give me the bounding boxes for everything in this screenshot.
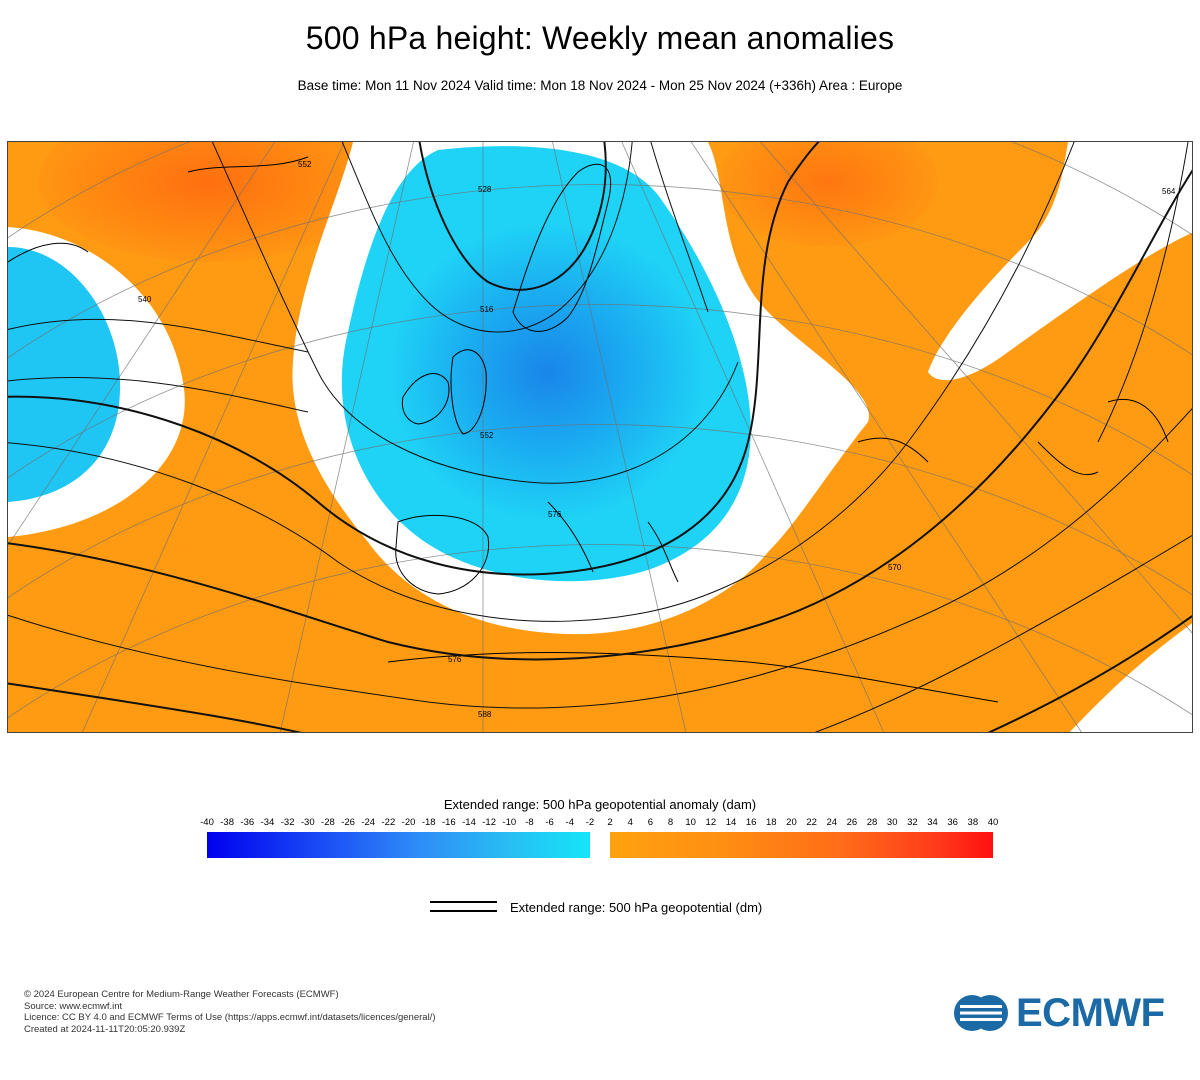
colorbar-ticks: -40 -38 -36 -34 -32 -30 -28 -26 -24 -22 -20 -18 -16-… (0, 817, 1200, 829)
colorbar-tick-label: -4 (565, 817, 574, 828)
contour-label: 552 (480, 431, 494, 440)
colorbar-tick-label: -18 (421, 817, 436, 828)
credit-line: Licence: CC BY 4.0 and ECMWF Terms of Us… (24, 1012, 436, 1023)
colorbar-tick-label: -24 (361, 817, 376, 828)
contour-label: 516 (480, 305, 494, 314)
colorbar-tick-label: 22 (806, 817, 817, 828)
contour-legend-label: Extended range: 500 hPa geopotential (dm… (510, 900, 763, 915)
page-title: 500 hPa height: Weekly mean anomalies (305, 20, 895, 56)
ecmwf-logo: ECMWF (952, 991, 1182, 1035)
colorbar-tick-label: -12 (482, 817, 497, 828)
contour-labels: 540 552 528 516 552 576 576 588 570 564 (138, 160, 1176, 719)
colorbar-tick-label: 24 (826, 817, 838, 828)
colorbar-tick-label: 26 (846, 817, 858, 828)
colorbar-tick-label: 12 (705, 817, 717, 828)
credits: © 2024 European Centre for Medium-Range … (24, 989, 436, 1035)
colorbar-tick-label: 40 (987, 817, 999, 828)
colorbar-positive (610, 832, 993, 858)
colorbar-title: Extended range: 500 hPa geopotential ano… (443, 797, 757, 812)
ecmwf-logo-icon (954, 995, 1008, 1031)
colorbar-tick-label: 30 (886, 817, 898, 828)
colorbar-tick-label: -6 (545, 817, 554, 828)
colorbar-tick-label: -38 (220, 817, 235, 828)
page-subtitle: Base time: Mon 11 Nov 2024 Valid time: M… (297, 78, 903, 93)
colorbar-tick-label: -10 (502, 817, 517, 828)
colorbar-tick-label: 28 (866, 817, 878, 828)
colorbar-tick-label: 18 (766, 817, 777, 828)
contour-label: 576 (548, 510, 562, 519)
colorbar-tick-label: -26 (341, 817, 355, 828)
contour-label: 528 (478, 185, 492, 194)
colorbar-negative (207, 832, 590, 858)
contour-legend-symbol (430, 901, 497, 913)
ecmwf-logo-text: ECMWF (1016, 990, 1165, 1035)
colorbar-tick-label: -14 (462, 817, 476, 828)
colorbar-tick-label: 34 (927, 817, 938, 828)
colorbar-tick-label: -16 (441, 817, 456, 828)
positive-core-greenland (38, 142, 378, 262)
contour-label: 540 (138, 295, 152, 304)
contour-label: 588 (478, 710, 492, 719)
colorbar-tick-label: -22 (381, 817, 396, 828)
colorbar-tick-label: -40 (200, 817, 214, 828)
colorbar-tick-label: 36 (947, 817, 958, 828)
credit-line: © 2024 European Centre for Medium-Range … (24, 989, 339, 1000)
anomaly-map: 540 552 528 516 552 576 576 588 570 564 (7, 141, 1193, 733)
contour-label: 576 (448, 655, 462, 664)
colorbar-tick-label: 10 (685, 817, 696, 828)
colorbar-tick-label: 8 (667, 817, 674, 828)
colorbar-tick-label: 16 (745, 817, 757, 828)
colorbar-tick-label: -32 (280, 817, 295, 828)
colorbar-tick-label: 2 (607, 817, 613, 828)
neutral-band-east (928, 142, 1192, 381)
negative-core-north-sea (388, 222, 708, 522)
colorbar-tick-label: -36 (240, 817, 255, 828)
colorbar-tick-label: 20 (786, 817, 797, 828)
credit-line: Source: www.ecmwf.int (24, 1000, 123, 1012)
contour-label: 552 (298, 160, 312, 169)
coastlines (8, 156, 1169, 703)
colorbar-tick-label: 6 (647, 817, 654, 828)
colorbar-tick-label: 38 (967, 817, 979, 828)
colorbar-tick-label: -8 (525, 817, 534, 828)
colorbar-tick-label: 32 (907, 817, 918, 828)
colorbar-tick-label: -20 (401, 817, 416, 828)
credit-line: Created at 2024-11-11T20:05:20.939Z (24, 1023, 186, 1035)
colorbar-tick-label: -2 (585, 817, 595, 828)
colorbar-tick-label: -30 (300, 817, 315, 828)
colorbar-tick-label: 4 (627, 817, 633, 828)
negative-anomaly-west (8, 247, 121, 502)
colorbar-tick-label: 14 (725, 817, 737, 828)
graticule (8, 142, 1192, 732)
contour-label: 564 (1162, 187, 1176, 196)
colorbar-tick-label: -34 (260, 817, 275, 828)
contour-label: 570 (888, 563, 902, 572)
geopotential-contours (8, 142, 1192, 732)
colorbar-tick-label: -28 (321, 817, 335, 828)
